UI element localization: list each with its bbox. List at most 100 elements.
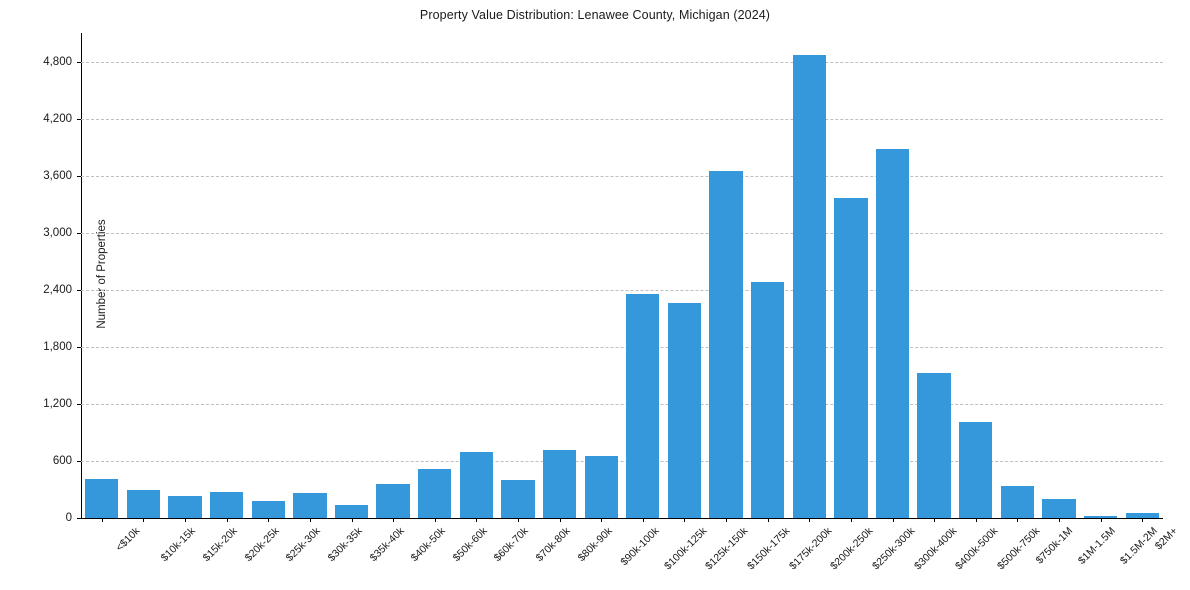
bar[interactable]	[959, 421, 993, 518]
y-tick-label: 1,800	[43, 340, 72, 353]
x-tick-label: $30k-35k	[325, 525, 365, 565]
bar-slot	[414, 33, 456, 518]
x-tick-mark	[726, 518, 728, 522]
bar-slot	[788, 33, 830, 518]
bar-slot	[81, 33, 123, 518]
x-tick-label: $25k-30k	[283, 525, 323, 565]
y-tick-label: 3,000	[43, 226, 72, 239]
bar[interactable]	[1000, 486, 1034, 518]
bar[interactable]	[334, 505, 369, 518]
bar[interactable]	[751, 282, 785, 518]
x-tick-mark	[559, 518, 561, 522]
bar-slot	[705, 33, 747, 518]
x-tick-label: $80k-90k	[575, 525, 615, 565]
bar-slot	[456, 33, 498, 518]
bar-slot	[123, 33, 165, 518]
x-tick-label: $125k-150k	[703, 525, 751, 573]
bar[interactable]	[542, 450, 577, 518]
x-tick-label: $500k-750k	[994, 525, 1043, 573]
bar-slot	[331, 33, 373, 518]
bar-series	[81, 33, 1163, 518]
bar-slot	[497, 33, 539, 518]
x-tick-label: $300k-400k	[911, 525, 959, 573]
x-tick-label: $175k-200k	[786, 525, 835, 573]
bar[interactable]	[168, 496, 202, 518]
x-tick-mark	[850, 518, 852, 522]
bar[interactable]	[875, 149, 910, 518]
x-tick-mark	[476, 518, 478, 522]
bar-slot	[913, 33, 955, 518]
bar-slot	[247, 33, 289, 518]
x-tick-label: $60k-70k	[491, 525, 532, 565]
bar-slot	[1038, 33, 1080, 518]
bar-slot	[372, 33, 414, 518]
x-tick-label: $2M+	[1152, 525, 1181, 553]
x-tick-mark	[892, 518, 894, 522]
x-tick-mark	[767, 518, 769, 522]
x-tick-mark	[1142, 518, 1144, 522]
x-tick-mark	[684, 518, 686, 522]
x-tick-mark	[268, 518, 270, 522]
x-tick-label: $400k-500k	[953, 525, 1001, 573]
bar-slot	[664, 33, 706, 518]
y-axis-line	[81, 33, 82, 519]
bar[interactable]	[1125, 512, 1159, 518]
x-tick-mark	[309, 518, 311, 522]
x-tick-label: $150k-175k	[745, 525, 793, 573]
x-tick-label: $20k-25k	[242, 525, 282, 565]
bar[interactable]	[1042, 498, 1076, 518]
y-tick-label: 4,200	[43, 112, 72, 125]
x-tick-mark	[1058, 518, 1060, 522]
bar[interactable]	[584, 455, 618, 518]
bar[interactable]	[376, 484, 410, 518]
x-tick-mark	[185, 518, 187, 522]
x-tick-mark	[1100, 518, 1102, 522]
x-tick-label: $35k-40k	[367, 525, 407, 565]
x-tick-mark	[642, 518, 644, 522]
bar[interactable]	[792, 54, 826, 518]
bar[interactable]	[626, 293, 660, 518]
x-tick-mark	[226, 518, 228, 522]
x-axis-line	[81, 518, 1163, 519]
y-tick-label: 2,400	[43, 283, 72, 296]
bar[interactable]	[459, 452, 493, 518]
bar-slot	[830, 33, 872, 518]
y-tick-label: 4,800	[43, 55, 72, 68]
bar-slot	[539, 33, 581, 518]
bar[interactable]	[210, 491, 244, 518]
x-tick-label: $90k-100k	[618, 525, 662, 569]
x-tick-mark	[934, 518, 936, 522]
x-tick-mark	[393, 518, 395, 522]
x-tick-mark	[143, 518, 145, 522]
x-tick-label: <$10k	[113, 525, 143, 554]
plot-area	[81, 33, 1163, 518]
bar-slot	[580, 33, 622, 518]
bar[interactable]	[126, 489, 161, 518]
bar-slot	[206, 33, 248, 518]
bar[interactable]	[501, 480, 535, 518]
bar[interactable]	[917, 373, 951, 518]
bar[interactable]	[667, 303, 702, 518]
x-tick-label: $70k-80k	[533, 525, 573, 565]
x-tick-label: $40k-50k	[408, 525, 448, 565]
bar-slot	[872, 33, 914, 518]
bar[interactable]	[1083, 516, 1118, 518]
bar-slot	[997, 33, 1039, 518]
x-tick-label: $1.5M-2M	[1117, 525, 1160, 567]
bar[interactable]	[293, 493, 327, 518]
x-tick-label: $250k-300k	[869, 525, 918, 573]
bar-slot	[164, 33, 206, 518]
x-tick-mark	[101, 518, 103, 522]
x-tick-label: $10k-15k	[159, 525, 199, 565]
y-tick-label: 600	[52, 454, 72, 467]
bar[interactable]	[85, 478, 119, 518]
bar[interactable]	[709, 171, 743, 518]
bar-slot	[955, 33, 997, 518]
y-tick-label: 3,600	[43, 169, 72, 182]
bar[interactable]	[834, 198, 868, 518]
x-tick-mark	[601, 518, 603, 522]
bar[interactable]	[251, 501, 285, 518]
bar[interactable]	[418, 469, 452, 518]
x-tick-label: $50k-60k	[450, 525, 490, 565]
x-tick-label: $15k-20k	[200, 525, 240, 565]
